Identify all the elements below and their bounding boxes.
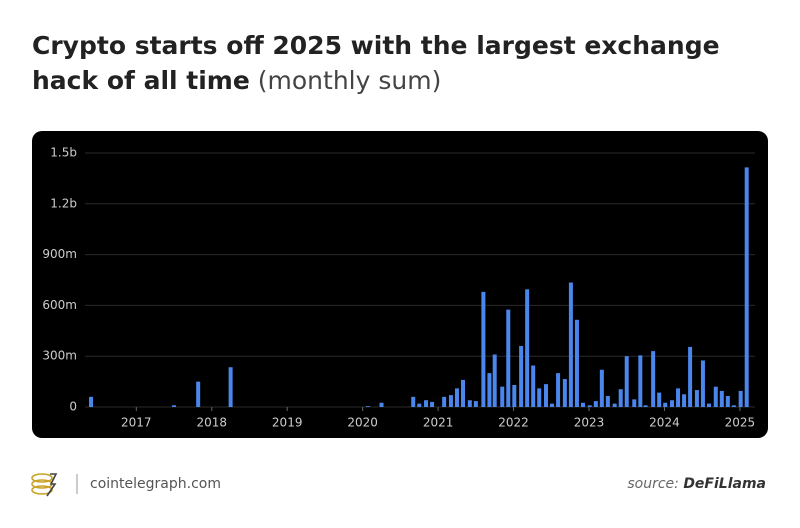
chart-panel: [32, 131, 768, 438]
bar: [519, 346, 524, 407]
bar: [638, 355, 643, 407]
bar: [632, 399, 637, 407]
y-tick-label: 900m: [42, 247, 77, 261]
bar: [731, 405, 736, 407]
bar: [556, 373, 561, 407]
source-label: source:: [627, 476, 679, 492]
bar: [663, 402, 668, 407]
bar: [89, 396, 94, 407]
bar: [172, 405, 177, 407]
source-name: DeFiLlama: [683, 476, 766, 492]
y-tick-label: 300m: [42, 349, 77, 363]
bar: [612, 403, 617, 407]
chart-subtitle: (monthly sum): [257, 66, 442, 95]
bar: [700, 360, 705, 407]
bar: [500, 386, 505, 407]
bar: [682, 394, 687, 407]
bar: [481, 291, 486, 407]
bar: [550, 403, 555, 407]
bar: [618, 389, 623, 407]
bar: [454, 388, 459, 407]
bar: [487, 373, 492, 407]
bar: [448, 395, 453, 407]
bar: [643, 405, 648, 407]
bar: [506, 309, 511, 407]
x-tick-label: 2018: [196, 416, 227, 430]
source: source: DeFiLlama: [627, 476, 766, 492]
bar: [492, 354, 497, 407]
bar: [424, 400, 429, 407]
bar: [467, 400, 472, 407]
y-tick-label: 600m: [42, 298, 77, 312]
bar: [599, 369, 604, 407]
bar: [442, 396, 447, 407]
bar: [512, 384, 517, 407]
bar: [411, 396, 416, 407]
bar: [587, 405, 592, 407]
bar: [738, 390, 743, 407]
bar: [657, 392, 662, 407]
bar: [676, 388, 681, 407]
y-tick-label: 1.2b: [50, 196, 77, 210]
bar: [580, 402, 585, 407]
bar: [725, 395, 730, 407]
y-tick-label: 1.5b: [50, 146, 77, 160]
bar: [417, 403, 422, 407]
x-tick-label: 2019: [272, 416, 303, 430]
bar: [574, 319, 579, 407]
x-tick-label: 2020: [347, 416, 378, 430]
bar: [694, 390, 699, 407]
bar: [430, 401, 435, 407]
bar: [744, 167, 749, 407]
bar: [624, 356, 629, 407]
bar: [593, 401, 598, 407]
chart-title: Crypto starts off 2025 with the largest …: [32, 31, 720, 95]
bar: [365, 406, 370, 407]
bar: [713, 386, 718, 407]
bar: [473, 401, 478, 407]
x-tick-label: 2023: [574, 416, 605, 430]
bar: [688, 346, 693, 407]
bar: [544, 384, 549, 407]
bar: [525, 289, 530, 407]
site-name: cointelegraph.com: [90, 476, 221, 492]
bar: [461, 379, 466, 407]
x-tick-label: 2025: [725, 416, 756, 430]
bar: [719, 390, 724, 407]
bar: [228, 367, 233, 407]
x-tick-label: 2022: [498, 416, 529, 430]
bar: [706, 403, 711, 407]
bar: [605, 395, 610, 407]
logo: [31, 473, 58, 497]
title-block: Crypto starts off 2025 with the largest …: [32, 28, 772, 98]
bar: [196, 381, 201, 407]
x-tick-label: 2017: [121, 416, 152, 430]
x-tick-label: 2024: [649, 416, 680, 430]
bar: [651, 351, 656, 407]
bar: [379, 402, 384, 407]
bar: [531, 365, 536, 407]
bar: [670, 400, 675, 407]
bar: [562, 379, 567, 407]
x-tick-label: 2021: [423, 416, 454, 430]
bar: [568, 282, 573, 407]
bar: [537, 388, 542, 407]
y-tick-label: 0: [69, 400, 77, 414]
